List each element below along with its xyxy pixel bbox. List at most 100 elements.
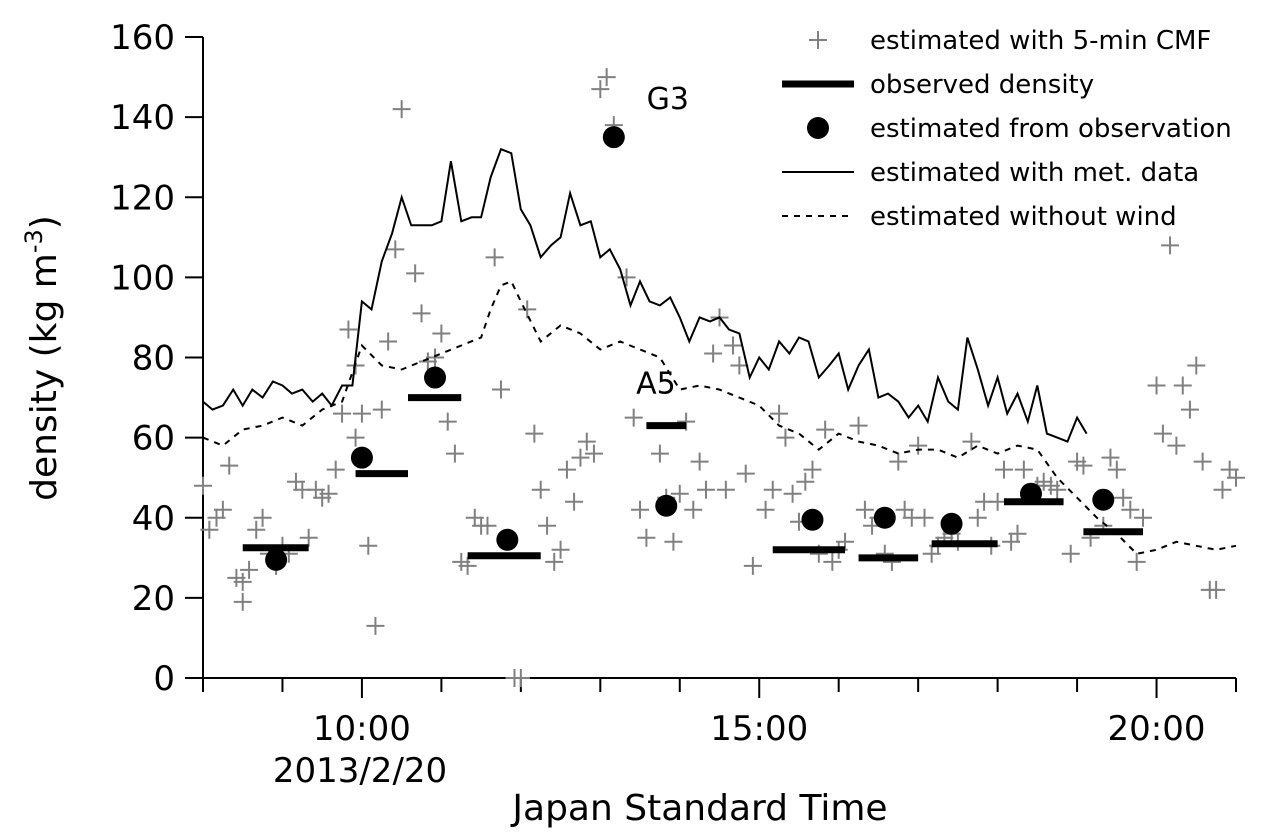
cmf-point <box>518 300 537 319</box>
x-tick-label: 10:00 <box>313 709 411 749</box>
cmf-point <box>783 484 802 503</box>
series-estimated-from-observation <box>265 126 1115 571</box>
x-tick-label: 15:00 <box>710 709 808 749</box>
cmf-point <box>571 448 590 467</box>
axes: 0 20 40 60 80 100 120 140 160 10:00 15:00 20:00 <box>110 18 1237 749</box>
cmf-point <box>855 500 874 519</box>
cmf-point <box>1061 544 1080 563</box>
cmf-point <box>968 508 987 527</box>
cmf-point <box>584 444 603 463</box>
cmf-point <box>1121 500 1140 519</box>
cmf-point <box>743 556 762 575</box>
y-axis-title-main: density (kg m <box>24 253 65 501</box>
y-tick-label: 60 <box>132 419 175 459</box>
cmf-point <box>1101 448 1120 467</box>
observation-dot <box>265 548 288 571</box>
cmf-point <box>200 520 219 539</box>
cmf-point <box>253 508 272 527</box>
cmf-point <box>372 400 391 419</box>
cmf-point <box>591 80 610 99</box>
y-tick-label: 20 <box>132 579 175 619</box>
x-axis-title: Japan Standard Time <box>510 788 887 829</box>
legend-swatch-plus <box>809 31 827 49</box>
observation-dot <box>801 508 824 531</box>
cmf-point <box>1034 472 1053 491</box>
cmf-point <box>1107 460 1126 479</box>
cmf-point <box>1193 452 1212 471</box>
y-axis-title-close: ) <box>24 215 65 229</box>
cmf-point <box>1180 400 1199 419</box>
annotation-label: G3 <box>647 82 689 117</box>
cmf-point <box>617 268 636 287</box>
annotation-label: A5 <box>636 367 676 402</box>
series-layer <box>194 68 1245 687</box>
cmf-point <box>1207 580 1226 599</box>
cmf-point <box>511 669 530 687</box>
legend-swatch-dot <box>807 117 829 139</box>
y-axis-title-exponent: -3 <box>20 229 48 253</box>
series-estimated-with-met-data <box>202 147 1088 443</box>
cmf-point <box>406 264 425 283</box>
observation-dot <box>424 366 447 389</box>
cmf-point <box>319 484 338 503</box>
cmf-point <box>557 460 576 479</box>
cmf-point <box>670 484 689 503</box>
cmf-point <box>551 540 570 559</box>
line-without-wind <box>202 280 1237 555</box>
cmf-point <box>478 516 497 535</box>
y-axis-title: density (kg m-3) <box>20 215 65 501</box>
cmf-point <box>366 616 385 635</box>
cmf-point <box>624 408 643 427</box>
line-met-data <box>202 147 1088 443</box>
cmf-point <box>233 592 252 611</box>
cmf-point <box>597 68 616 87</box>
cmf-point <box>895 500 914 519</box>
date-label: 2013/2/20 <box>273 751 447 791</box>
cmf-point <box>412 304 431 323</box>
cmf-point <box>485 248 504 267</box>
y-tick-label: 160 <box>110 18 175 58</box>
cmf-point <box>1014 460 1033 479</box>
cmf-point <box>796 472 815 491</box>
cmf-point <box>1227 468 1245 487</box>
cmf-point <box>426 348 445 367</box>
cmf-point <box>386 240 405 259</box>
observation-dot <box>940 512 963 535</box>
cmf-point <box>696 480 715 499</box>
observation-dot <box>655 494 678 517</box>
cmf-point <box>333 404 352 423</box>
cmf-point <box>962 432 981 451</box>
cmf-point <box>716 480 735 499</box>
y-tick-label: 40 <box>132 499 175 539</box>
cmf-point <box>379 332 398 351</box>
cmf-point <box>684 500 703 519</box>
cmf-point <box>445 444 464 463</box>
cmf-point <box>823 552 842 571</box>
cmf-point <box>525 424 544 443</box>
cmf-point <box>247 520 266 539</box>
cmf-point <box>1127 552 1146 571</box>
cmf-point <box>458 556 477 575</box>
cmf-point <box>194 476 212 495</box>
cmf-point <box>326 460 345 479</box>
x-tick-label: 20:00 <box>1108 709 1206 749</box>
cmf-point <box>816 420 835 439</box>
cmf-point <box>631 500 650 519</box>
cmf-point <box>545 552 564 571</box>
cmf-point <box>538 516 557 535</box>
cmf-point <box>664 532 683 551</box>
cmf-point <box>213 500 232 519</box>
annotations: G3 A5 <box>636 82 689 401</box>
cmf-point <box>1153 424 1172 443</box>
cmf-point <box>299 528 318 547</box>
cmf-point <box>763 480 782 499</box>
cmf-point <box>491 380 510 399</box>
y-tick-label: 100 <box>110 258 175 298</box>
cmf-point <box>352 404 371 423</box>
cmf-point <box>994 460 1013 479</box>
cmf-point <box>803 460 822 479</box>
cmf-point <box>690 452 709 471</box>
y-tick-label: 80 <box>132 339 175 379</box>
cmf-point <box>438 412 457 431</box>
legend-label: estimated without wind <box>870 202 1177 232</box>
